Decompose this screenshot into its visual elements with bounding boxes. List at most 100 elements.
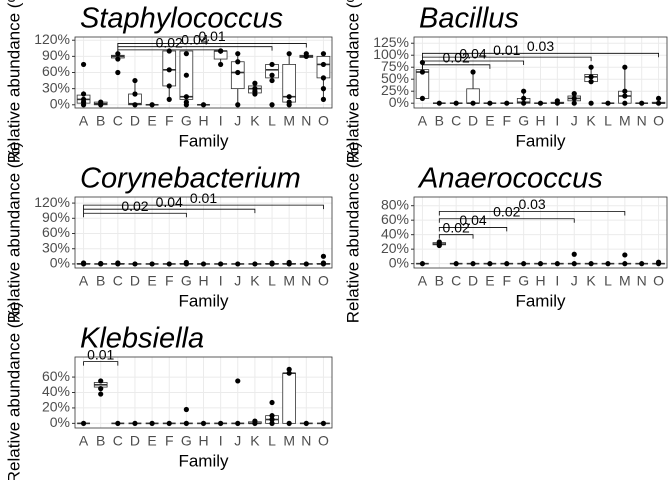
bracket <box>117 43 307 48</box>
point <box>622 93 628 99</box>
point <box>453 261 459 267</box>
x-tick-label: E <box>485 113 494 129</box>
y-tick-label: 120% <box>34 31 70 47</box>
point <box>269 416 275 423</box>
point <box>200 420 207 426</box>
point <box>235 69 241 76</box>
x-tick-label: F <box>165 433 174 449</box>
point <box>252 80 258 86</box>
point <box>453 100 459 106</box>
bracket <box>117 46 273 51</box>
y-axis-title: Relative abundance (%) <box>4 302 23 480</box>
point <box>419 261 426 267</box>
point <box>269 102 275 108</box>
bracket <box>422 64 491 69</box>
x-tick-label: N <box>637 273 647 289</box>
point <box>571 251 577 257</box>
point <box>183 420 189 426</box>
point <box>622 88 628 94</box>
point <box>320 51 327 57</box>
point <box>521 95 527 102</box>
x-tick-label: N <box>301 113 311 129</box>
x-tick-label: F <box>502 113 511 129</box>
point <box>115 261 121 267</box>
x-tick-label: O <box>318 433 329 449</box>
x-tick-label: C <box>451 113 461 129</box>
y-tick-label: 125% <box>373 34 409 50</box>
panel-border <box>74 196 333 269</box>
point <box>166 67 172 73</box>
x-axis-title: Family <box>178 131 229 150</box>
x-tick-label: D <box>130 433 140 449</box>
point <box>115 69 121 76</box>
x-tick-label: J <box>234 113 241 129</box>
point <box>571 91 577 97</box>
bracket-label: 0.02 <box>121 198 148 214</box>
x-tick-label: O <box>653 113 664 129</box>
point <box>487 261 493 267</box>
point <box>320 253 327 259</box>
point <box>470 69 476 75</box>
y-tick-label: 0% <box>50 414 70 430</box>
x-tick-label: I <box>219 113 223 129</box>
point <box>80 420 87 426</box>
x-tick-label: K <box>250 113 260 129</box>
x-tick-label: H <box>198 113 208 129</box>
point <box>166 83 172 89</box>
x-tick-label: L <box>268 113 276 129</box>
point <box>320 96 327 102</box>
bracket <box>422 60 525 65</box>
point <box>286 94 292 100</box>
x-tick-label: K <box>250 273 260 289</box>
x-tick-label: M <box>283 113 295 129</box>
x-tick-label: E <box>485 273 494 289</box>
point <box>183 261 189 267</box>
box <box>282 372 296 424</box>
y-tick-label: 100% <box>373 46 409 62</box>
x-axis-title: Family <box>178 291 229 310</box>
y-tick-label: 120% <box>34 194 70 210</box>
point <box>183 406 189 413</box>
x-tick-label: C <box>113 433 123 449</box>
x-tick-label: L <box>268 273 276 289</box>
x-tick-label: D <box>468 113 478 129</box>
x-tick-label: D <box>468 273 478 289</box>
y-tick-label: 40% <box>381 225 409 241</box>
point <box>235 261 241 267</box>
x-tick-label: F <box>165 113 174 129</box>
point <box>269 413 275 419</box>
point <box>183 72 189 78</box>
x-axis-title: Family <box>515 291 566 310</box>
bracket-label: 0.03 <box>527 38 554 54</box>
x-tick-label: A <box>418 273 428 289</box>
point <box>183 102 189 108</box>
box <box>230 61 245 90</box>
point <box>269 61 275 68</box>
point <box>252 91 258 97</box>
point <box>588 74 594 80</box>
point <box>286 366 292 372</box>
point <box>504 261 510 267</box>
x-tick-label: G <box>518 113 529 129</box>
point <box>218 261 224 267</box>
point <box>183 51 189 57</box>
y-tick-label: 20% <box>42 399 70 415</box>
x-tick-label: K <box>586 113 596 129</box>
bracket-label: 0.01 <box>493 42 520 58</box>
point <box>419 69 426 75</box>
point <box>286 261 292 267</box>
panel-title: Corynebacterium <box>80 163 301 195</box>
point <box>588 100 594 106</box>
x-tick-label: J <box>571 273 578 289</box>
y-tick-label: 60% <box>381 211 409 227</box>
point <box>166 420 172 426</box>
point <box>622 100 628 106</box>
point <box>132 420 138 426</box>
x-tick-label: C <box>451 273 461 289</box>
point <box>622 64 628 70</box>
x-tick-label: C <box>113 273 123 289</box>
bracket-label: 0.01 <box>198 28 225 44</box>
point <box>200 261 207 267</box>
point <box>286 102 292 108</box>
point <box>554 261 560 267</box>
